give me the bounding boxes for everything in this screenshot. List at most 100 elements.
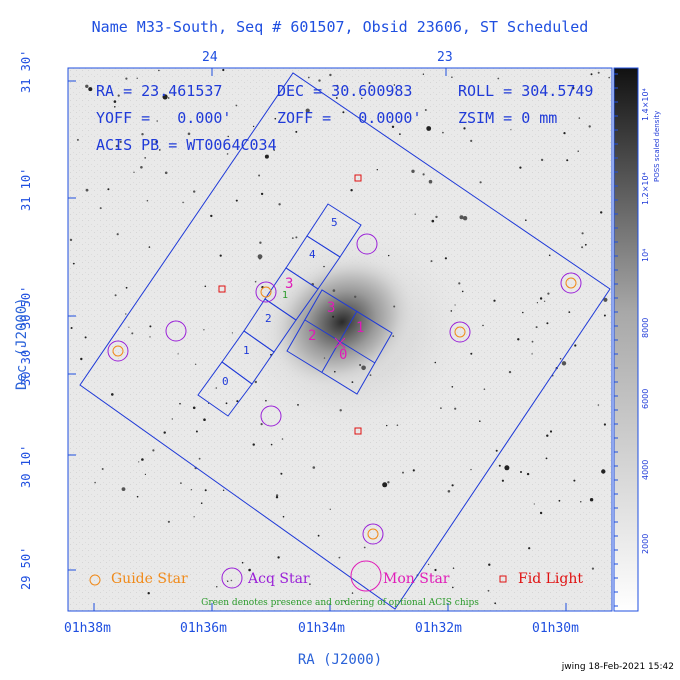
background-star: [442, 131, 444, 134]
background-star: [141, 133, 144, 136]
background-star: [76, 138, 79, 141]
background-star: [388, 254, 390, 257]
background-star: [588, 125, 591, 128]
background-star: [281, 438, 284, 440]
chip-label-3: 3: [285, 276, 294, 292]
background-star: [254, 380, 257, 384]
top-tick-24: 24: [202, 50, 218, 65]
background-star: [414, 213, 416, 215]
bottom-tick-3: 01h32m: [415, 621, 462, 636]
background-star: [227, 135, 229, 138]
background-star: [307, 76, 310, 79]
guide-star-legend-icon: [89, 574, 101, 586]
background-star: [422, 73, 425, 75]
background-star: [603, 297, 608, 302]
background-star: [113, 100, 117, 103]
background-star: [431, 219, 435, 223]
background-star: [561, 361, 567, 366]
background-star: [444, 257, 447, 260]
background-star: [510, 129, 512, 131]
background-star: [168, 97, 170, 99]
colorbar-tick-3: 8000: [641, 317, 650, 338]
background-star: [547, 292, 550, 295]
background-star: [295, 236, 298, 239]
background-star: [162, 94, 168, 100]
background-star: [548, 254, 551, 257]
background-star: [309, 583, 311, 586]
background-star: [305, 108, 310, 113]
background-star: [558, 499, 561, 502]
background-star: [501, 479, 504, 482]
background-star: [235, 104, 238, 107]
background-star: [332, 315, 335, 318]
background-star: [347, 88, 349, 90]
background-star: [200, 502, 203, 505]
background-star: [192, 406, 196, 410]
background-star: [581, 232, 584, 235]
background-star: [80, 357, 83, 361]
background-star: [539, 511, 543, 515]
background-star: [434, 361, 437, 364]
background-star: [581, 246, 584, 249]
background-star: [248, 568, 251, 572]
dec-readout: DEC = 30.600983: [277, 82, 413, 100]
background-star: [265, 399, 267, 402]
colorbar-tick-4: 10⁴: [641, 248, 650, 262]
background-star: [369, 374, 372, 376]
fid-light-marker: [354, 427, 362, 435]
background-star: [589, 498, 594, 502]
background-star: [144, 157, 147, 159]
top-tick-23: 23: [437, 50, 453, 65]
center-chip-label-3: 3: [327, 300, 336, 316]
background-star: [597, 404, 600, 406]
acis-i-divider: [321, 310, 358, 373]
y-axis-label: Dec (J2000): [14, 297, 30, 390]
background-star: [531, 353, 533, 355]
background-star: [187, 132, 191, 136]
acq-star-marker: [260, 405, 282, 427]
background-star: [608, 76, 610, 79]
background-star: [312, 466, 316, 469]
background-star: [435, 215, 438, 219]
background-star: [522, 311, 524, 314]
background-star: [412, 469, 415, 472]
background-star: [391, 125, 395, 128]
background-star: [85, 84, 89, 89]
background-star: [424, 109, 427, 111]
background-star: [430, 260, 433, 263]
background-star: [241, 561, 244, 564]
colorbar-tick-5: 1.2×10⁴: [641, 172, 650, 205]
background-star: [338, 556, 341, 559]
background-star: [463, 127, 466, 130]
legend-acq-star: Acq Star: [248, 571, 310, 587]
aimpoint-marker: [334, 337, 346, 349]
background-star: [270, 443, 273, 446]
background-star: [451, 386, 454, 388]
background-star: [332, 289, 336, 292]
background-star: [156, 120, 158, 122]
background-star: [361, 97, 363, 100]
background-star: [600, 211, 603, 214]
background-star: [210, 214, 213, 218]
background-star: [258, 174, 261, 177]
background-star: [470, 139, 473, 142]
background-star: [454, 304, 456, 306]
bottom-tick-2: 01h34m: [298, 621, 345, 636]
background-star: [454, 407, 457, 410]
background-star: [179, 402, 181, 405]
background-star: [504, 465, 510, 471]
background-star: [222, 489, 225, 491]
background-star: [539, 297, 543, 300]
background-star: [359, 364, 361, 366]
background-star: [216, 586, 218, 588]
background-star: [494, 602, 497, 605]
background-star: [111, 393, 114, 396]
legend-fid-light: Fid Light: [518, 571, 583, 587]
background-star: [578, 117, 580, 119]
left-tick-5: 29 50': [19, 546, 33, 590]
background-star: [114, 294, 117, 297]
background-star: [164, 171, 168, 175]
background-star: [426, 126, 432, 131]
footer-credit: jwing 18-Feb-2021 15:42: [561, 662, 674, 672]
background-star: [149, 336, 151, 338]
